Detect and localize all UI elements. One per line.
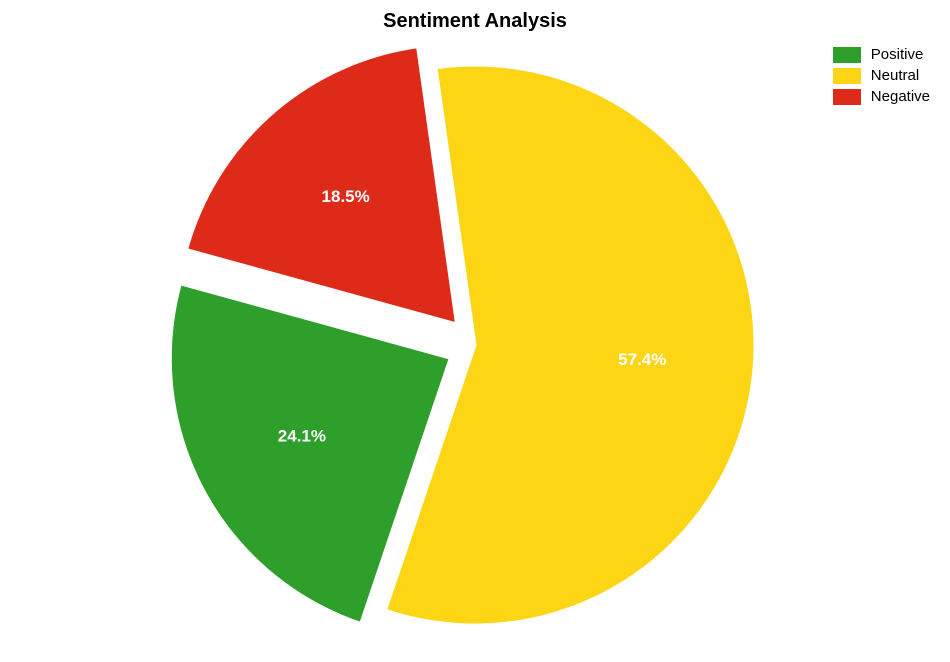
legend-swatch — [833, 47, 861, 63]
chart-title: Sentiment Analysis — [0, 10, 950, 33]
legend-label: Negative — [871, 88, 930, 105]
legend-item: Positive — [833, 46, 930, 63]
slice-label: 57.4% — [618, 350, 666, 369]
pie-chart: 18.5% 24.1% 57.4% — [0, 40, 950, 660]
slice-label: 18.5% — [322, 187, 370, 206]
pie-slice-negative — [187, 47, 457, 324]
pie-slice-neutral — [386, 65, 755, 625]
slice-label: 24.1% — [278, 426, 326, 445]
legend-label: Neutral — [871, 67, 919, 84]
legend-label: Positive — [871, 46, 924, 63]
legend: Positive Neutral Negative — [833, 46, 930, 109]
legend-swatch — [833, 68, 861, 84]
legend-item: Negative — [833, 88, 930, 105]
legend-swatch — [833, 89, 861, 105]
legend-item: Neutral — [833, 67, 930, 84]
